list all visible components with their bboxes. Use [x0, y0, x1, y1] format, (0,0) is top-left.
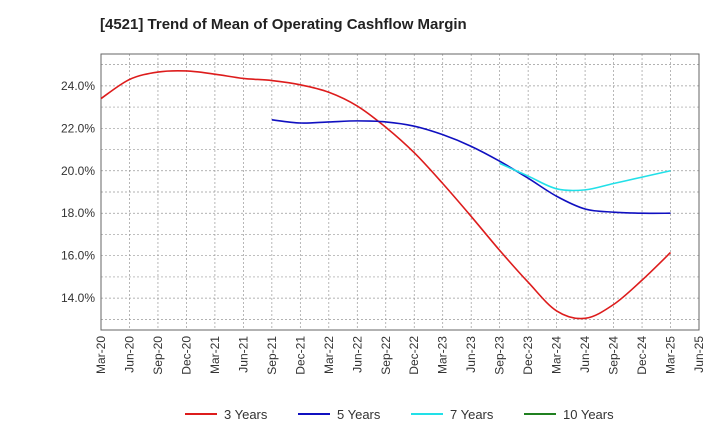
x-tick-label: Sep-23: [493, 336, 507, 375]
x-tick-label: Sep-20: [151, 336, 165, 375]
grid-layer: [101, 54, 699, 330]
x-tick-label: Jun-21: [236, 336, 250, 373]
legend-label-10-years: 10 Years: [563, 407, 614, 422]
x-tick-label: Dec-24: [635, 336, 649, 375]
legend-label-7-years: 7 Years: [450, 407, 494, 422]
x-tick-label: Sep-21: [265, 336, 279, 375]
plot-frame: [100, 53, 700, 331]
legend-label-3-years: 3 Years: [224, 407, 268, 422]
x-tick-label: Mar-24: [550, 336, 564, 374]
series-line-3-years: [100, 69, 672, 320]
x-tick-label: Sep-24: [607, 336, 621, 375]
x-tick-label: Jun-20: [122, 336, 136, 373]
x-tick-label: Jun-22: [350, 336, 364, 373]
x-tick-label: Mar-21: [208, 336, 222, 374]
y-tick-label: 16.0%: [61, 249, 95, 263]
y-tick-label: 14.0%: [61, 291, 95, 305]
x-tick-label: Dec-23: [521, 336, 535, 375]
x-tick-label: Dec-21: [293, 336, 307, 375]
y-tick-label: 18.0%: [61, 206, 95, 220]
x-tick-label: Mar-20: [94, 336, 108, 374]
series-line-7-years: [499, 162, 671, 192]
legend-label-5-years: 5 Years: [337, 407, 381, 422]
series-line-5-years: [271, 119, 671, 215]
x-tick-label: Jun-24: [578, 336, 592, 373]
x-tick-label: Jun-25: [692, 336, 706, 373]
x-tick-label: Mar-25: [664, 336, 678, 374]
series-layer: [100, 69, 672, 320]
x-tick-label: Sep-22: [379, 336, 393, 375]
y-tick-label: 24.0%: [61, 79, 95, 93]
x-tick-label: Mar-23: [436, 336, 450, 374]
x-tick-label: Dec-20: [179, 336, 193, 375]
x-tick-label: Mar-22: [322, 336, 336, 374]
chart-title: [4521] Trend of Mean of Operating Cashfl…: [100, 16, 467, 33]
axis-layer: Mar-20 Jun-20 Sep-20 Dec-20 Mar-21 Jun-21 Sep-…: [61, 79, 706, 375]
legend: 3 Years 5 Years 7 Years 10 Years: [185, 407, 614, 422]
x-tick-label: Jun-23: [464, 336, 478, 373]
y-tick-label: 20.0%: [61, 164, 95, 178]
y-tick-label: 22.0%: [61, 121, 95, 135]
x-tick-label: Dec-22: [407, 336, 421, 375]
